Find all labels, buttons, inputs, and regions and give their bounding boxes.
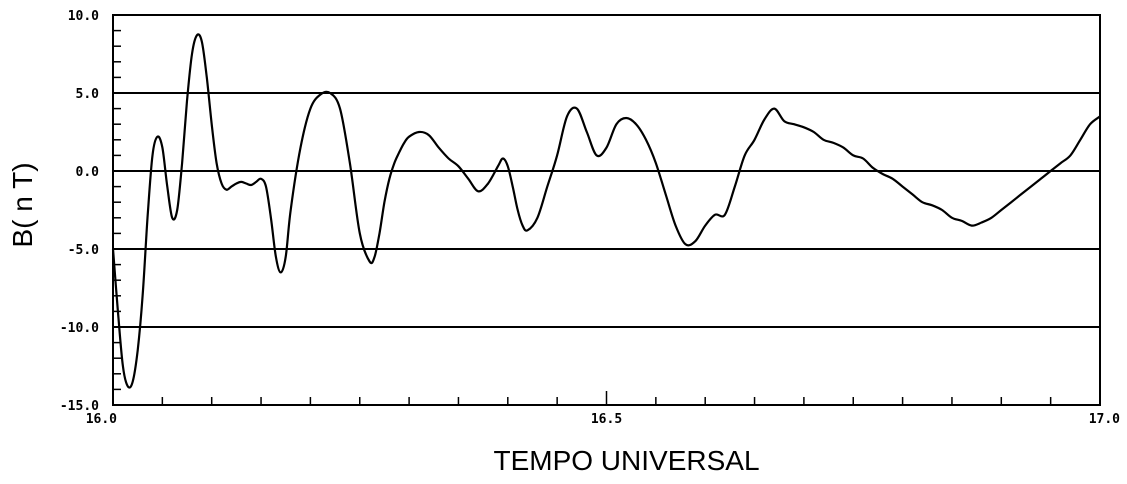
series-lines <box>111 33 1101 389</box>
y-tick-label: -15.0 <box>60 399 99 414</box>
y-tick-labels: 10.0 5.0 0.0 -5.0 -10.0 -15.0 <box>60 9 99 414</box>
x-tick-label: 16.0 <box>86 412 117 427</box>
axis-ticks <box>112 14 1101 406</box>
series-line <box>111 33 1101 389</box>
y-tick-label: -5.0 <box>68 243 99 258</box>
x-tick-labels: 16.0 16.5 17.0 <box>86 412 1120 427</box>
y-tick-label: -10.0 <box>60 321 99 336</box>
gridlines <box>113 92 1100 328</box>
x-axis-title: TEMPO UNIVERSAL <box>493 445 759 476</box>
y-tick-label: 5.0 <box>76 87 100 102</box>
x-tick-label: 16.5 <box>591 412 622 427</box>
y-axis-title: B( n T) <box>7 162 38 247</box>
x-tick-label: 17.0 <box>1089 412 1120 427</box>
plot-frame <box>112 14 1101 406</box>
y-tick-label: 0.0 <box>76 165 100 180</box>
y-tick-label: 10.0 <box>68 9 99 24</box>
